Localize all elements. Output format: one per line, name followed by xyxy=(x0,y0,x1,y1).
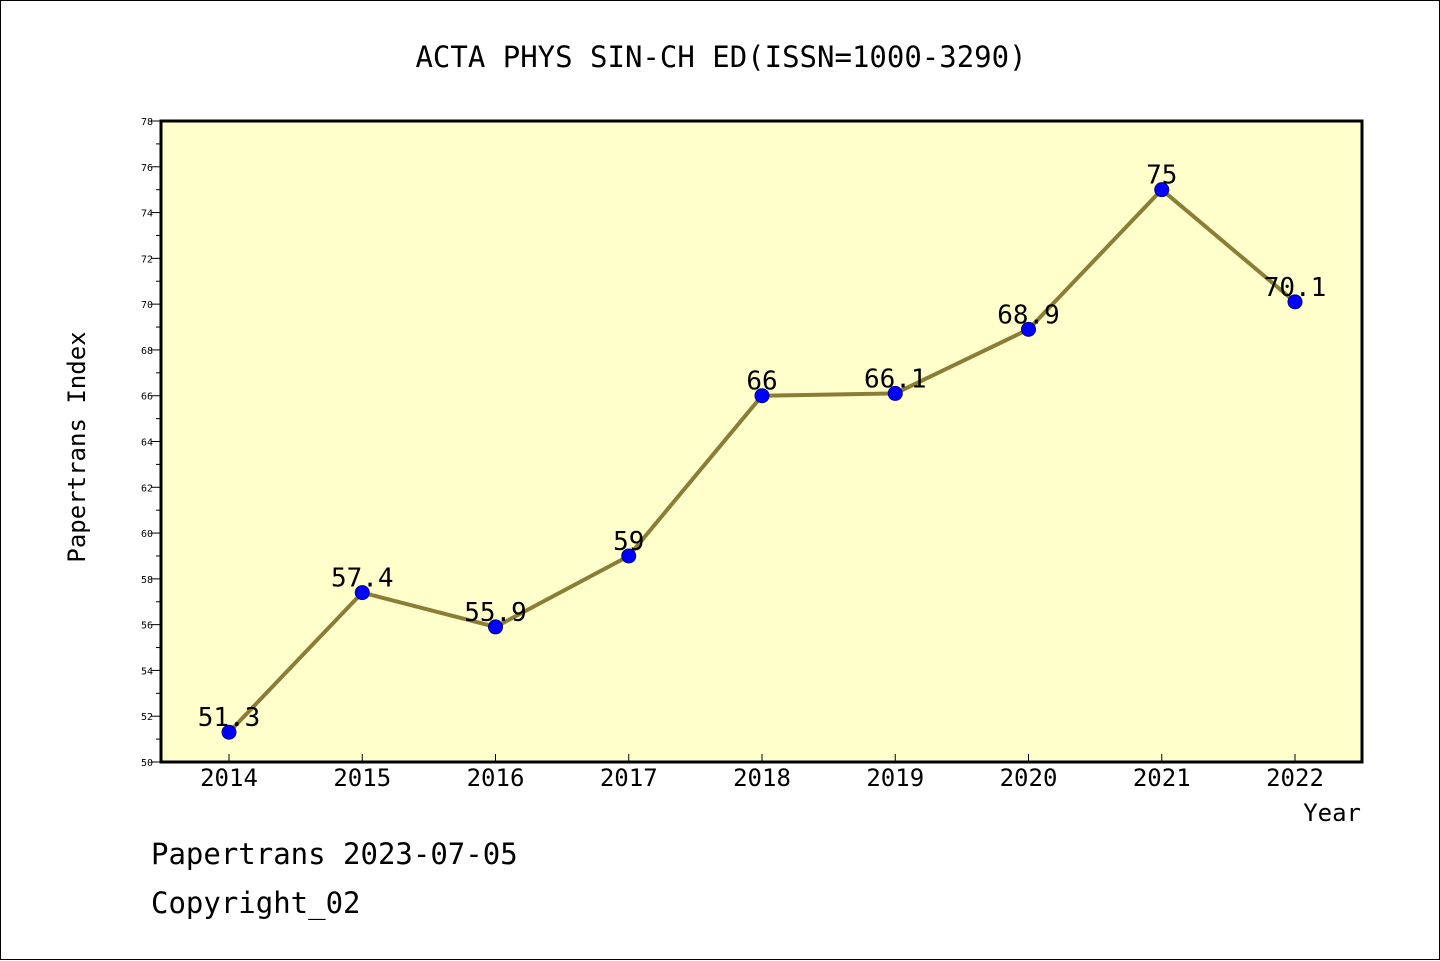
y-tick-label: 74 xyxy=(141,209,153,220)
x-tick-label: 2017 xyxy=(600,764,658,792)
series-papertrans-index xyxy=(221,182,1303,740)
x-tick-label: 2019 xyxy=(866,764,924,792)
x-tick-label: 2021 xyxy=(1133,764,1191,792)
y-tick-label: 52 xyxy=(141,712,153,723)
y-tick-label: 66 xyxy=(141,392,153,403)
footer-copyright: Copyright_02 xyxy=(151,886,361,920)
y-tick-label: 58 xyxy=(141,575,153,586)
data-point-marker xyxy=(488,619,503,635)
data-label: 55.9 xyxy=(464,598,527,628)
y-tick-label: 68 xyxy=(141,346,153,357)
y-tick-label: 76 xyxy=(141,163,153,174)
x-tick-label: 2020 xyxy=(1000,764,1058,792)
data-point-marker xyxy=(621,548,637,564)
y-tick-label: 70 xyxy=(141,300,153,311)
data-label: 51.3 xyxy=(198,703,261,733)
data-point-marker xyxy=(354,585,370,601)
y-tick-label: 56 xyxy=(141,621,153,632)
data-labels: 51.3 57.4 55.9 59 66 66.1 68.9 75 70.1 xyxy=(198,161,1327,734)
y-axis-label: Papertrans Index xyxy=(63,331,91,562)
x-tick-label: 2015 xyxy=(333,764,391,792)
data-label: 68.9 xyxy=(997,300,1060,330)
chart-title: ACTA PHYS SIN-CH ED(ISSN=1000-3290) xyxy=(415,40,1026,74)
plot-area xyxy=(159,119,1364,764)
data-label: 66.1 xyxy=(864,364,927,394)
x-tick-label: 2022 xyxy=(1266,764,1324,792)
data-point-marker xyxy=(1021,321,1036,337)
data-point-marker xyxy=(754,388,770,404)
y-tick-label: 62 xyxy=(141,483,153,494)
data-label: 57.4 xyxy=(331,564,394,594)
x-tick-label: 2016 xyxy=(467,764,525,792)
data-point-marker xyxy=(221,724,237,740)
y-axis: 50 52 54 56 58 60 62 64 66 68 70 72 74 76 78 xyxy=(141,117,161,769)
data-point-marker xyxy=(1154,182,1170,198)
y-tick-label: 50 xyxy=(141,758,153,769)
x-axis: 2014 2015 2016 2017 2018 2019 2020 2021 2022 xyxy=(200,754,1324,792)
x-tick-label: 2018 xyxy=(733,764,791,792)
data-label: 75 xyxy=(1146,161,1177,191)
data-label: 66 xyxy=(746,367,777,397)
x-tick-label: 2014 xyxy=(200,764,258,792)
y-tick-label: 72 xyxy=(141,254,153,265)
y-tick-label: 78 xyxy=(141,117,153,128)
data-point-marker xyxy=(887,385,903,401)
y-tick-label: 64 xyxy=(141,438,153,449)
data-label: 70.1 xyxy=(1264,273,1327,303)
y-tick-label: 60 xyxy=(141,529,153,540)
data-label: 59 xyxy=(613,527,644,557)
y-tick-label: 54 xyxy=(141,666,153,677)
data-point-marker xyxy=(1287,294,1303,310)
footer-date-line: Papertrans 2023-07-05 xyxy=(151,837,518,871)
x-axis-label: Year xyxy=(1303,799,1361,827)
